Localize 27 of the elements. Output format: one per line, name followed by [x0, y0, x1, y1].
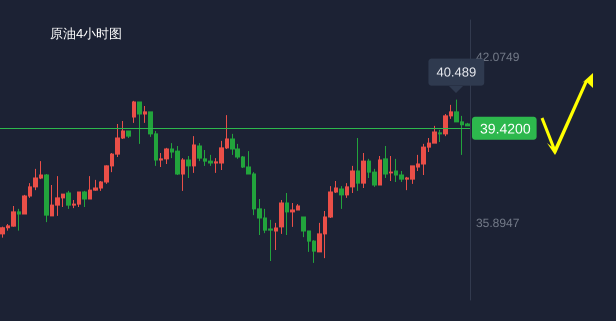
candlestick — [186, 155, 191, 179]
candlestick — [279, 200, 284, 234]
candlestick — [356, 137, 360, 192]
candlestick — [383, 146, 388, 179]
candlestick — [181, 158, 185, 192]
candlestick — [192, 136, 196, 174]
candlestick — [361, 152, 366, 188]
y-tick-label: 35.8947 — [476, 216, 520, 230]
candlestick — [143, 105, 147, 124]
candlestick — [438, 129, 442, 142]
candlestick — [274, 222, 278, 251]
candlestick — [126, 130, 131, 138]
candlestick — [378, 155, 382, 186]
candlestick — [44, 173, 49, 223]
candlestick — [66, 190, 71, 210]
candlestick — [285, 192, 289, 236]
candlestick — [137, 101, 142, 144]
candlestick — [197, 142, 202, 162]
candlestick — [132, 100, 136, 124]
candlestick — [17, 208, 21, 232]
candlestick — [82, 190, 87, 208]
ref-line-label: 39.4200 — [480, 120, 531, 136]
candlestick — [389, 155, 393, 182]
annotation: 40.489 — [436, 64, 476, 80]
text: 原油4小时图 — [50, 26, 122, 41]
y-tick-label: 42.0749 — [476, 50, 520, 64]
candlestick — [339, 186, 344, 210]
